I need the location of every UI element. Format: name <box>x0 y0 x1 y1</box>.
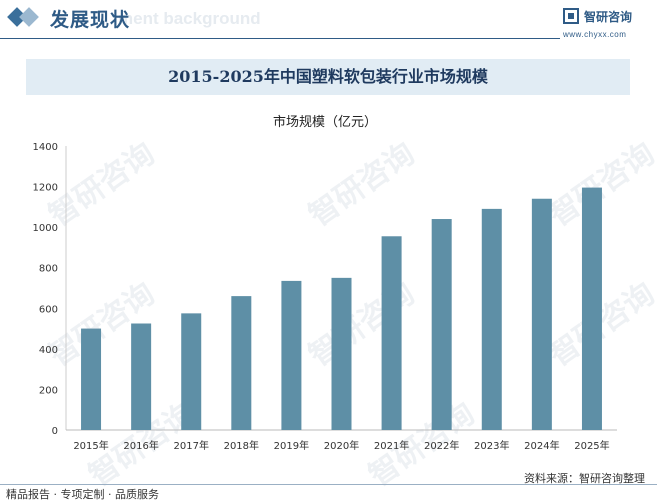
bar <box>331 277 352 430</box>
x-tick-label: 2025年 <box>574 439 609 452</box>
header: ment background 发展现状 智研咨询 www.chyxx.com <box>0 0 657 42</box>
y-tick-label: 1200 <box>33 183 58 194</box>
x-tick-label: 2017年 <box>174 439 209 452</box>
x-tick-label: 2023年 <box>474 439 509 452</box>
x-tick-label: 2019年 <box>274 439 309 452</box>
section-subtitle: ment background <box>118 9 261 28</box>
y-tick-label: 600 <box>39 304 58 315</box>
y-tick-label: 0 <box>52 426 58 437</box>
bar <box>81 328 102 430</box>
x-tick-label: 2015年 <box>73 439 108 452</box>
footer-divider <box>0 484 657 485</box>
bar <box>381 236 402 430</box>
x-tick-label: 2020年 <box>324 439 359 452</box>
y-tick-label: 1400 <box>33 142 58 153</box>
bar <box>131 323 152 430</box>
x-tick-label: 2018年 <box>224 439 259 452</box>
bar <box>431 219 452 430</box>
footer-services: 精品报告 · 专项定制 · 品质服务 <box>6 488 159 501</box>
y-tick-label: 400 <box>39 345 58 356</box>
chart-title: 2015-2025年中国塑料软包装行业市场规模 <box>168 67 488 86</box>
section-title: 发展现状 <box>50 9 131 31</box>
bar <box>281 280 302 430</box>
source-note: 资料来源：智研咨询整理 <box>524 472 645 485</box>
bar-chart: 市场规模（亿元） 0 200 400 600 800 1000 1200 1400 2015年… <box>33 114 617 452</box>
x-tick-label: 2022年 <box>424 439 459 452</box>
x-tick-label: 2024年 <box>524 439 559 452</box>
y-tick-label: 1000 <box>33 223 58 234</box>
y-tick-label: 800 <box>39 264 58 275</box>
brand-name: 智研咨询 <box>584 10 633 24</box>
bar <box>581 187 602 430</box>
bar <box>181 313 202 430</box>
bar <box>531 198 552 430</box>
header-divider <box>0 38 560 39</box>
y-tick-label: 200 <box>39 385 58 396</box>
y-axis-label: 市场规模（亿元） <box>273 114 377 130</box>
bar <box>481 208 502 430</box>
x-tick-label: 2016年 <box>123 439 158 452</box>
title-banner <box>26 59 630 95</box>
x-tick-label: 2021年 <box>374 439 409 452</box>
bar <box>231 296 252 430</box>
brand-url: www.chyxx.com <box>563 30 627 39</box>
brand-logo-icon <box>563 8 579 24</box>
